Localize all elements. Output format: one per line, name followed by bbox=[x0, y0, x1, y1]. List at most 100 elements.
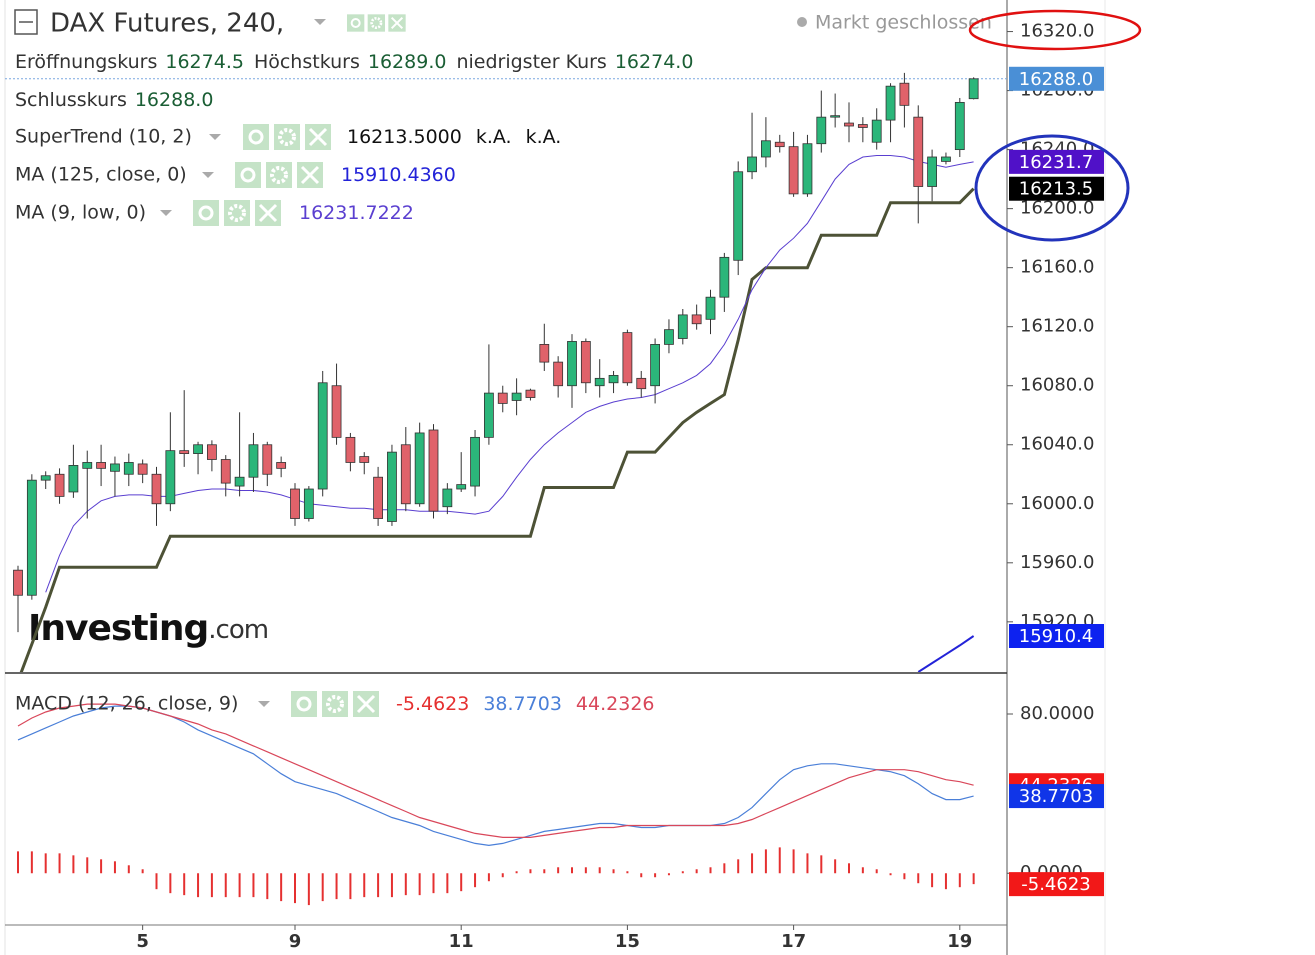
x-tick-label: 9 bbox=[289, 931, 302, 952]
histogram-bar bbox=[626, 871, 629, 874]
price-panel: Investing.com bbox=[5, 72, 1007, 672]
chart-title: DAX Futures, 240, bbox=[50, 9, 284, 39]
dropdown-caret[interactable] bbox=[160, 210, 172, 216]
price-badge-label: 38.7703 bbox=[1019, 786, 1093, 807]
histogram-bar bbox=[404, 873, 407, 896]
status-dot bbox=[797, 17, 807, 27]
histogram-bar bbox=[834, 859, 837, 874]
histogram-bar bbox=[695, 869, 698, 874]
histogram-bar bbox=[529, 869, 532, 874]
candle-body bbox=[428, 429, 439, 512]
candle-body bbox=[608, 374, 619, 384]
indicator-icons[interactable] bbox=[193, 200, 281, 226]
candle-body bbox=[470, 436, 480, 487]
candle-body bbox=[387, 451, 397, 522]
price-badge-label: 16231.7 bbox=[1019, 152, 1093, 173]
candle-body bbox=[871, 119, 882, 143]
market-status: Markt geschlossen bbox=[815, 12, 992, 34]
series-line bbox=[17, 705, 974, 847]
candle-body bbox=[345, 436, 356, 463]
indicator-icons[interactable] bbox=[243, 124, 331, 150]
candle-body bbox=[580, 341, 591, 384]
candle-body bbox=[927, 156, 937, 187]
histogram-bar bbox=[349, 873, 352, 900]
indicator-icons[interactable] bbox=[291, 691, 379, 717]
histogram-bar bbox=[30, 851, 33, 874]
candle-body bbox=[151, 473, 162, 505]
histogram-bar bbox=[584, 867, 587, 874]
price-badge-label: -5.4623 bbox=[1021, 874, 1090, 895]
readout-value: 38.7703 bbox=[483, 693, 562, 715]
histogram-bar bbox=[44, 853, 47, 874]
histogram-bar bbox=[113, 861, 116, 874]
price-badge bbox=[1009, 784, 1104, 809]
legend-name: SuperTrend (10, 2) bbox=[15, 126, 192, 148]
histogram-bar bbox=[432, 873, 435, 894]
histogram-bar bbox=[681, 871, 684, 874]
histogram-bar bbox=[335, 873, 338, 900]
watermark: Investing.com bbox=[28, 608, 268, 649]
candle-body bbox=[262, 444, 273, 475]
y-tick-label: 16320.0 bbox=[1020, 21, 1094, 42]
price-badge-label: 16213.5 bbox=[1019, 179, 1093, 200]
readout-value: 15910.4360 bbox=[341, 164, 456, 186]
y-tick-label: 16160.0 bbox=[1020, 257, 1094, 278]
candle-body bbox=[913, 116, 924, 187]
candle-body bbox=[622, 332, 633, 384]
price-badge bbox=[1009, 176, 1104, 201]
candle-body bbox=[525, 389, 536, 398]
dropdown-caret[interactable] bbox=[314, 19, 326, 25]
histogram-bar bbox=[280, 873, 283, 902]
candle-body bbox=[456, 484, 467, 490]
histogram-bar bbox=[446, 873, 449, 894]
histogram-bar bbox=[889, 873, 892, 876]
candle-body bbox=[220, 459, 231, 484]
axes: 15920.015960.016000.016040.016080.016120… bbox=[136, 21, 1104, 952]
candle-body bbox=[179, 450, 190, 455]
histogram-bar bbox=[390, 873, 393, 898]
macd-panel bbox=[17, 703, 975, 906]
dropdown-caret[interactable] bbox=[202, 172, 214, 178]
candle-body bbox=[594, 377, 605, 387]
candle-body bbox=[664, 329, 674, 345]
candle-body bbox=[193, 444, 203, 455]
candle-body bbox=[788, 146, 799, 195]
histogram-bar bbox=[723, 863, 726, 874]
readout-value: 44.2326 bbox=[576, 693, 655, 715]
dropdown-caret[interactable] bbox=[209, 134, 221, 140]
histogram-bar bbox=[931, 873, 934, 888]
candle-body bbox=[26, 479, 37, 596]
ohlc-name: Schlusskurs bbox=[15, 89, 127, 111]
dropdown-caret[interactable] bbox=[258, 701, 270, 707]
histogram-bar bbox=[294, 873, 296, 904]
title-icons[interactable] bbox=[347, 12, 407, 34]
candle-body bbox=[567, 341, 577, 387]
y-tick-label: 16120.0 bbox=[1020, 316, 1094, 337]
candle-body bbox=[497, 392, 508, 404]
readout: 15910.4360 bbox=[341, 164, 456, 186]
histogram-bar bbox=[17, 851, 19, 874]
candle-body bbox=[747, 156, 757, 173]
histogram-bar bbox=[307, 873, 310, 906]
histogram-bar bbox=[764, 849, 767, 874]
price-badge-label: 15910.4 bbox=[1019, 626, 1093, 647]
candle-body bbox=[206, 444, 217, 460]
histogram-bar bbox=[654, 873, 657, 878]
x-tick-label: 19 bbox=[947, 931, 972, 952]
histogram-bar bbox=[751, 853, 754, 874]
watermark-text: Investing bbox=[28, 608, 208, 649]
indicator-icons[interactable] bbox=[235, 162, 323, 188]
series-line bbox=[17, 703, 974, 838]
candle-body bbox=[968, 78, 979, 100]
price-badge bbox=[1009, 872, 1104, 897]
candle-body bbox=[677, 314, 688, 339]
collapse-icon[interactable] bbox=[14, 9, 38, 35]
candle-body bbox=[511, 392, 522, 401]
candle-body bbox=[123, 462, 134, 475]
y-tick-label: 16040.0 bbox=[1020, 434, 1094, 455]
candle-body bbox=[636, 377, 647, 390]
legend-name: MA (125, close, 0) bbox=[15, 164, 187, 186]
histogram-bar bbox=[806, 853, 809, 874]
ohlc-name: niedrigster Kurs bbox=[456, 51, 606, 73]
candle-body bbox=[303, 488, 314, 519]
